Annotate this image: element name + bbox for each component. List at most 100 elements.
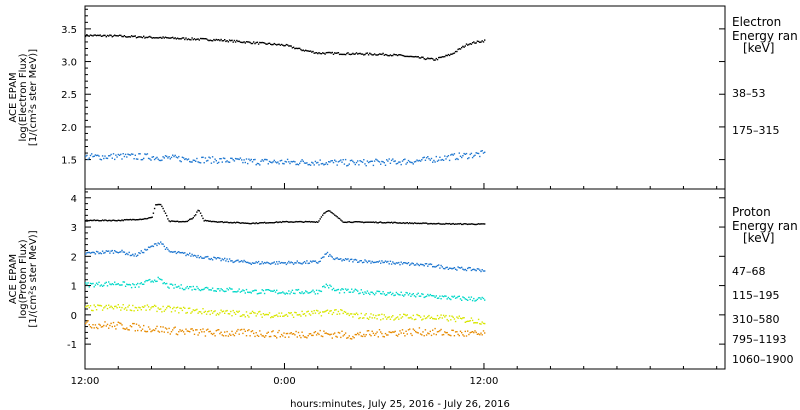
- data-point: [328, 51, 330, 54]
- data-point: [305, 262, 307, 264]
- data-point: [352, 221, 354, 224]
- data-point: [425, 263, 428, 265]
- data-point: [468, 223, 470, 225]
- data-point: [225, 221, 227, 223]
- data-point: [207, 159, 209, 162]
- data-point: [138, 153, 140, 155]
- data-point: [85, 253, 87, 255]
- data-point: [476, 298, 479, 301]
- data-point: [277, 221, 279, 224]
- data-point: [162, 326, 164, 328]
- data-point: [103, 307, 105, 309]
- data-point: [135, 323, 138, 325]
- data-point: [353, 290, 355, 292]
- data-point: [306, 221, 308, 223]
- data-point: [403, 262, 405, 264]
- data-point: [204, 256, 207, 258]
- data-point: [301, 263, 303, 265]
- data-point: [384, 53, 387, 56]
- data-point: [427, 293, 429, 296]
- data-point: [234, 222, 237, 224]
- data-point: [282, 162, 284, 165]
- data-point: [457, 158, 459, 161]
- data-point: [296, 47, 298, 50]
- data-point: [156, 156, 158, 159]
- data-point: [234, 332, 237, 334]
- data-point: [314, 293, 317, 295]
- data-point: [184, 307, 186, 309]
- data-point: [378, 221, 381, 223]
- data-point: [151, 216, 153, 218]
- data-point: [440, 264, 442, 267]
- data-point: [375, 314, 377, 317]
- data-point: [143, 324, 145, 327]
- data-point: [249, 223, 251, 225]
- data-point: [251, 222, 254, 224]
- data-point: [419, 57, 422, 59]
- data-point: [173, 287, 175, 289]
- data-point: [425, 157, 428, 159]
- data-point: [476, 333, 479, 335]
- data-point: [306, 162, 308, 164]
- data-point: [172, 36, 174, 39]
- data-point: [243, 222, 245, 224]
- data-point: [392, 158, 394, 160]
- data-point: [288, 312, 290, 314]
- data-point: [228, 222, 231, 224]
- data-point: [473, 297, 475, 300]
- data-point: [202, 217, 204, 220]
- data-point: [475, 299, 477, 302]
- data-point: [401, 222, 404, 224]
- data-point: [182, 331, 185, 333]
- data-point: [480, 332, 482, 334]
- data-point: [370, 160, 372, 162]
- data-point: [454, 50, 457, 53]
- data-point: [297, 314, 300, 316]
- data-point: [326, 284, 329, 287]
- data-point: [121, 219, 123, 221]
- data-point: [261, 335, 263, 337]
- data-point: [140, 330, 142, 332]
- data-point: [195, 214, 197, 216]
- data-point: [465, 335, 468, 337]
- data-point: [104, 34, 106, 37]
- data-point: [268, 222, 271, 224]
- data-point: [86, 154, 88, 157]
- data-point: [464, 321, 466, 323]
- data-point: [149, 246, 151, 249]
- data-point: [423, 335, 425, 337]
- data-point: [231, 260, 233, 262]
- data-point: [180, 284, 182, 286]
- data-point: [313, 221, 315, 223]
- data-point: [458, 152, 460, 154]
- data-point: [255, 222, 257, 224]
- data-point: [158, 278, 161, 280]
- data-point: [243, 290, 245, 292]
- data-point: [396, 222, 399, 224]
- data-point: [329, 161, 331, 163]
- data-point: [406, 55, 408, 58]
- data-point: [428, 333, 430, 335]
- data-point: [463, 152, 465, 155]
- data-point: [471, 223, 474, 225]
- data-point: [392, 222, 394, 224]
- data-point: [97, 154, 99, 156]
- data-point: [438, 297, 440, 299]
- data-point: [89, 326, 92, 328]
- data-point: [169, 158, 171, 160]
- data-point: [351, 258, 353, 260]
- data-point: [366, 317, 369, 319]
- data-point: [441, 317, 443, 319]
- data-point: [428, 158, 430, 160]
- data-point: [260, 42, 262, 44]
- data-point: [150, 216, 152, 219]
- data-point: [371, 291, 373, 293]
- data-point: [248, 262, 250, 264]
- data-point: [248, 158, 250, 160]
- data-point: [238, 288, 240, 290]
- data-point: [422, 318, 424, 320]
- data-point: [231, 39, 233, 41]
- data-point: [94, 154, 97, 156]
- data-point: [289, 45, 291, 47]
